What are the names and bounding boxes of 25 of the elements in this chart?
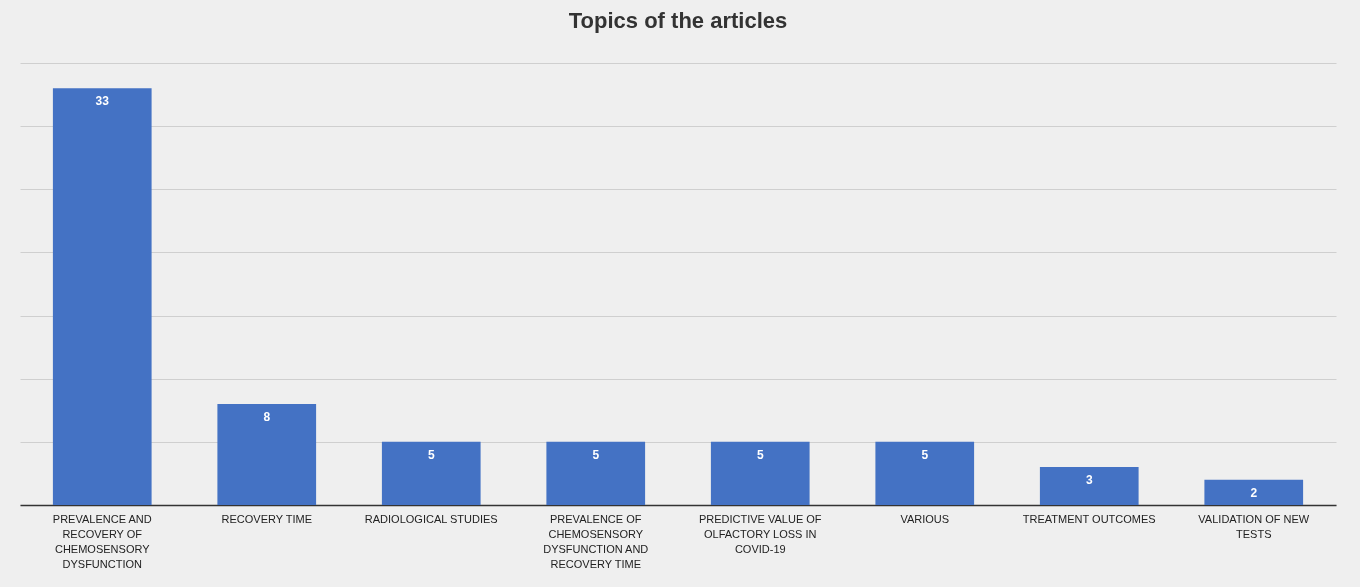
x-tick-label: PREVALENCE AND RECOVERY OF CHEMOSENSORY DYSFUNCTION	[52, 512, 152, 570]
x-tick-label: RADIOLOGICAL STUDIES	[364, 512, 498, 525]
data-label: 2	[1250, 485, 1258, 500]
bar	[52, 88, 152, 505]
x-tick-label: PREDICTIVE VALUE OF OLFACTORY LOSS IN COVID-19	[698, 512, 822, 555]
x-tick-label: PREVALENCE OF CHEMOSENSORY DYSFUNCTION AND RECOVERY TIME	[543, 512, 649, 570]
x-tick-label: VARIOUS	[900, 512, 950, 525]
bar	[546, 441, 646, 505]
data-label: 5	[592, 447, 600, 462]
data-label: 3	[1085, 473, 1093, 488]
chart-title: Topics of the articles	[568, 8, 788, 33]
bar	[875, 441, 975, 505]
bar	[381, 441, 481, 505]
x-tick-label: VALIDATION OF NEW TESTS	[1198, 512, 1310, 540]
data-label: 8	[263, 409, 271, 424]
bar	[1039, 467, 1139, 505]
x-tick-label: RECOVERY TIME	[221, 512, 312, 525]
data-label: 5	[921, 447, 929, 462]
bar	[1204, 479, 1304, 505]
bar	[710, 441, 810, 505]
data-label: 5	[756, 447, 764, 462]
x-tick-label: TREATMENT OUTCOMES	[1022, 512, 1156, 525]
data-label: 33	[95, 94, 110, 109]
data-label: 5	[427, 447, 435, 462]
bar	[217, 403, 317, 505]
